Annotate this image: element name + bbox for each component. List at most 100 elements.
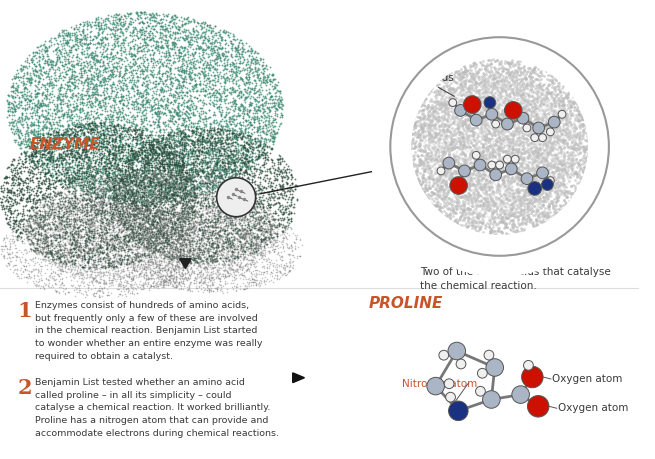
Point [14, 95, 24, 102]
Point [181, 190, 192, 197]
Point [213, 230, 223, 237]
Point [241, 226, 252, 233]
Point [168, 204, 178, 211]
Point [77, 161, 88, 168]
Point [27, 158, 37, 165]
Point [501, 185, 512, 193]
Point [143, 197, 153, 205]
Point [409, 170, 420, 177]
Point [229, 273, 240, 280]
Point [427, 188, 438, 195]
Point [69, 250, 79, 257]
Point [165, 18, 176, 26]
Point [507, 193, 517, 200]
Point [423, 175, 434, 183]
Point [172, 253, 183, 260]
Point [560, 106, 571, 113]
Point [132, 196, 142, 203]
Point [577, 160, 588, 168]
Point [236, 248, 247, 256]
Point [434, 89, 445, 96]
Point [171, 263, 181, 270]
Point [88, 35, 99, 42]
Point [460, 159, 471, 167]
Point [90, 222, 100, 229]
Point [261, 139, 272, 146]
Point [204, 218, 215, 226]
Point [514, 82, 525, 89]
Point [246, 225, 256, 233]
Point [85, 226, 96, 233]
Point [104, 139, 115, 146]
Point [545, 212, 555, 219]
Point [90, 261, 101, 269]
Point [111, 188, 121, 196]
Point [142, 103, 153, 110]
Point [122, 224, 132, 232]
Point [41, 96, 52, 103]
Point [122, 84, 133, 91]
Point [167, 201, 178, 208]
Point [238, 110, 249, 117]
Point [149, 202, 160, 210]
Point [152, 122, 162, 129]
Point [86, 108, 96, 115]
Point [3, 92, 13, 99]
Point [152, 151, 162, 159]
Point [143, 140, 154, 147]
Point [424, 131, 434, 138]
Point [79, 61, 89, 68]
Point [229, 138, 240, 146]
Point [496, 215, 506, 222]
Point [109, 257, 119, 265]
Point [200, 49, 211, 56]
Point [173, 212, 183, 219]
Point [200, 179, 211, 186]
Point [121, 285, 132, 292]
Point [128, 77, 139, 84]
Point [559, 167, 570, 174]
Point [113, 236, 124, 243]
Point [506, 122, 516, 129]
Point [506, 130, 516, 138]
Point [75, 154, 86, 161]
Point [20, 58, 30, 65]
Point [457, 102, 467, 109]
Point [265, 78, 275, 85]
Point [79, 129, 90, 136]
Point [138, 241, 149, 249]
Point [477, 57, 488, 65]
Point [88, 263, 98, 270]
Point [236, 206, 246, 213]
Point [202, 190, 213, 197]
Point [173, 254, 183, 262]
Point [231, 101, 242, 108]
Point [242, 246, 253, 254]
Point [546, 186, 556, 193]
Point [219, 230, 229, 237]
Point [213, 55, 223, 62]
Point [198, 159, 209, 166]
Point [77, 138, 88, 145]
Point [508, 101, 518, 108]
Point [439, 181, 449, 188]
Point [20, 245, 30, 252]
Point [143, 217, 154, 224]
Point [515, 97, 526, 105]
Point [155, 181, 165, 188]
Point [251, 273, 261, 280]
Point [264, 220, 274, 228]
Point [86, 267, 96, 274]
Point [83, 43, 94, 50]
Point [96, 186, 106, 193]
Point [265, 222, 276, 229]
Point [150, 258, 160, 265]
Point [496, 228, 507, 235]
Point [249, 145, 259, 152]
Point [16, 138, 26, 145]
Point [139, 151, 149, 158]
Point [185, 145, 196, 152]
Point [20, 224, 30, 232]
Point [530, 105, 540, 112]
Point [27, 255, 37, 263]
